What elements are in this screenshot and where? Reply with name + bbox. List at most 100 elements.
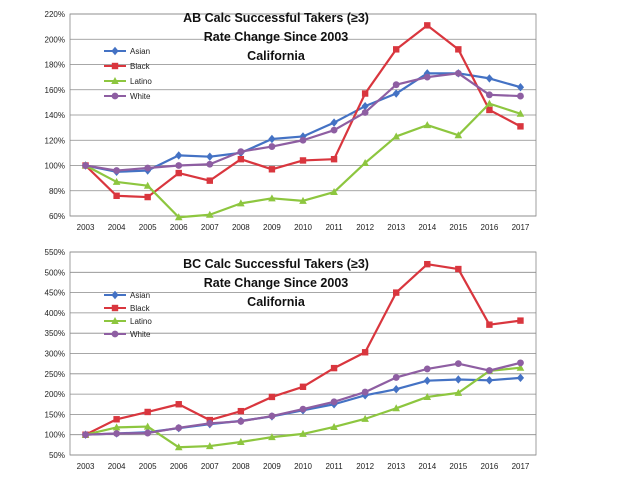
- chart-1-legend-marker: [111, 92, 119, 100]
- chart-1-series-white: [82, 69, 524, 174]
- chart-1-data-point: [330, 155, 338, 163]
- chart-2-xtick-label: 2006: [170, 462, 188, 471]
- chart-1-ytick-label: 80%: [49, 187, 65, 196]
- chart-1-data-point: [454, 69, 462, 77]
- chart-1-data-point: [299, 136, 307, 144]
- chart-2-data-point: [423, 392, 432, 400]
- chart-1-xtick-label: 2017: [512, 223, 530, 232]
- chart-1-data-point: [516, 83, 525, 92]
- chart-2-xtick-label: 2016: [481, 462, 499, 471]
- chart-2-legend-label: Black: [130, 304, 151, 313]
- chart-2-data-point: [299, 405, 307, 413]
- chart-1-series-asian: [81, 69, 525, 177]
- chart-2-ytick-label: 200%: [45, 390, 65, 399]
- chart-2-xtick-label: 2014: [418, 462, 436, 471]
- chart-2-ytick-label: 350%: [45, 329, 65, 338]
- chart-2-data-point: [455, 265, 462, 273]
- chart-1-legend-label: Black: [130, 62, 151, 71]
- chart-2-ytick-label: 300%: [45, 350, 65, 359]
- chart-2-legend-label: Latino: [130, 317, 152, 326]
- chart-2-data-point: [113, 416, 120, 423]
- chart-1-data-point: [237, 199, 245, 207]
- chart-2-ytick-label: 50%: [49, 451, 65, 460]
- chart-1-data-point: [299, 157, 307, 164]
- chart-2-ytick-label: 450%: [45, 289, 65, 298]
- chart-2-xtick-label: 2003: [77, 462, 95, 471]
- chart-2-data-point: [299, 383, 307, 390]
- chart-2-data-point: [82, 431, 89, 439]
- chart-1-xtick-label: 2013: [387, 223, 405, 232]
- chart-1-legend-item: Black: [104, 62, 151, 71]
- bc-calc-chart: 50% 100% 150% 200% 250% 300% 350% 400% 450% 500% 5…: [0, 240, 626, 476]
- chart-1-xtick-label: 2005: [139, 223, 157, 232]
- chart-1-ytick-label: 220%: [45, 10, 65, 19]
- chart-1-data-point: [392, 81, 400, 89]
- chart-1-legend-marker: [111, 77, 119, 84]
- chart-1-ytick-label: 160%: [45, 86, 65, 95]
- chart-1-data-point: [144, 193, 151, 201]
- chart-2-data-point: [392, 374, 400, 381]
- chart-1-legend-label: Asian: [130, 47, 150, 56]
- chart-1-data-point: [237, 148, 245, 156]
- chart-1-data-point: [330, 188, 338, 196]
- chart-1-legend-marker: [111, 46, 119, 56]
- chart-1-data-point: [361, 109, 369, 116]
- chart-2-data-point: [206, 442, 214, 450]
- chart-1-legend-marker: [111, 62, 119, 70]
- chart-1-data-point: [299, 196, 307, 204]
- chart-2-data-point: [144, 408, 151, 416]
- chart-1-legend-item: White: [104, 92, 151, 101]
- chart-1-xtick-label: 2006: [170, 223, 188, 232]
- chart-2-data-point: [330, 398, 338, 406]
- chart-2-xtick-label: 2013: [387, 462, 405, 471]
- chart-2-ytick-label: 400%: [45, 309, 65, 318]
- chart-1-data-point: [206, 210, 214, 218]
- chart-2-data-point: [517, 359, 524, 367]
- chart-1-ytick-label: 100%: [45, 162, 65, 171]
- chart-1-data-point: [144, 164, 152, 172]
- chart-2-data-point: [268, 433, 276, 441]
- chart-2-legend-marker: [111, 304, 119, 312]
- chart-1-data-point: [82, 162, 89, 169]
- chart-1-data-point: [113, 192, 120, 199]
- chart-1-data-point: [486, 91, 493, 99]
- chart-1-data-point: [517, 92, 524, 100]
- chart-2-data-point: [486, 321, 493, 328]
- chart-2-xtick-label: 2008: [232, 462, 250, 471]
- chart-2-data-point: [423, 376, 431, 385]
- chart-1-svg: 60% 80% 100% 120% 140% 160% 180% 200% 220% 2003 20…: [45, 10, 537, 232]
- chart-1-series-latino: [81, 99, 525, 221]
- chart-2-ytick-label: 250%: [45, 370, 65, 379]
- chart-2-title-line: BC Calc Successful Takers (≥3): [183, 257, 369, 271]
- chart-1-xtick-label: 2003: [77, 223, 95, 232]
- chart-2-data-point: [454, 360, 462, 368]
- chart-2-legend-marker: [111, 330, 119, 338]
- chart-1-xtick-label: 2012: [356, 223, 374, 232]
- chart-1-data-point: [330, 126, 338, 134]
- chart-1-data-point: [237, 155, 245, 163]
- chart-1-xtick-label: 2010: [294, 223, 312, 232]
- chart-2-legend-label: White: [130, 330, 151, 339]
- chart-1-data-point: [268, 194, 276, 202]
- chart-2-data-point: [454, 375, 462, 384]
- chart-2-data-point: [144, 429, 152, 437]
- chart-2-legend-label: Asian: [130, 291, 150, 300]
- chart-2-data-point: [423, 365, 431, 373]
- chart-1-legend-label: White: [130, 92, 151, 101]
- chart-1-data-point: [268, 143, 276, 150]
- chart-1-series-black: [82, 22, 524, 201]
- chart-2-ytick-label: 150%: [45, 410, 65, 419]
- chart-2-data-point: [175, 424, 183, 432]
- chart-2-xtick-label: 2005: [139, 462, 157, 471]
- chart-2-xtick-label: 2007: [201, 462, 219, 471]
- chart-2-xtick-label: 2011: [325, 462, 343, 471]
- chart-1-ytick-label: 200%: [45, 35, 65, 44]
- chart-2-data-point: [112, 423, 121, 431]
- chart-1-data-point: [485, 99, 494, 107]
- chart-2-data-point: [516, 373, 525, 383]
- chart-2-data-point: [175, 401, 182, 408]
- chart-2-data-point: [361, 349, 369, 356]
- chart-2-legend-item: Black: [104, 304, 151, 313]
- chart-2-title-line: California: [247, 295, 306, 309]
- chart-1-data-point: [517, 123, 524, 130]
